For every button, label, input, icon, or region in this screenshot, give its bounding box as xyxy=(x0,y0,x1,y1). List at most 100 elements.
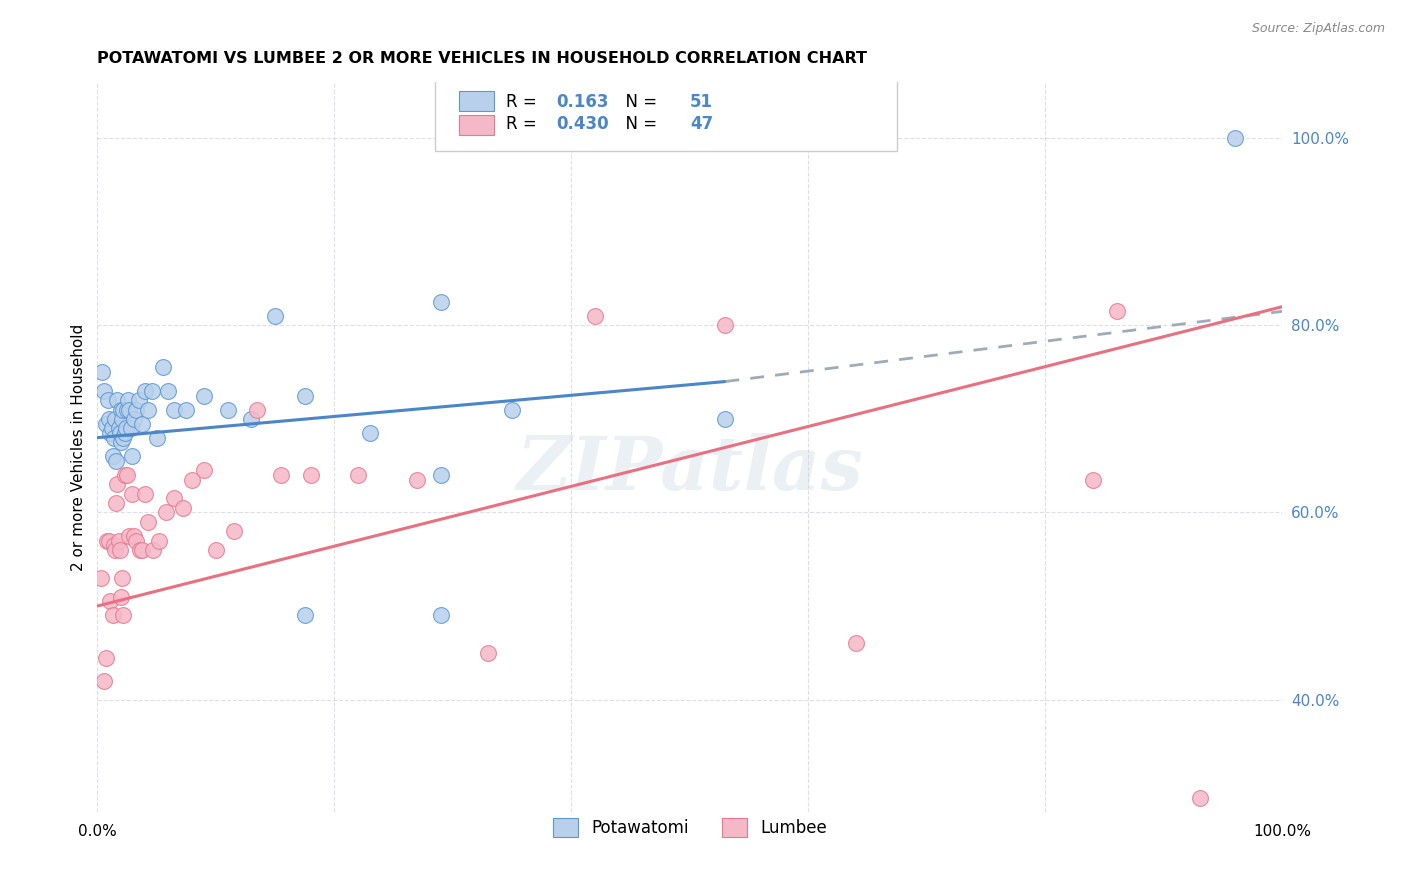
Point xyxy=(294,388,316,402)
Point xyxy=(118,402,141,417)
Point xyxy=(583,309,606,323)
Text: Source: ZipAtlas.com: Source: ZipAtlas.com xyxy=(1251,22,1385,36)
Point xyxy=(131,417,153,431)
Point xyxy=(714,318,737,333)
Point xyxy=(430,608,453,623)
Point xyxy=(163,491,186,506)
Point xyxy=(110,435,132,450)
Point xyxy=(107,393,129,408)
Point xyxy=(118,529,141,543)
Point xyxy=(121,487,143,501)
Point xyxy=(477,646,499,660)
Point xyxy=(108,542,131,557)
Point xyxy=(1188,790,1211,805)
Point xyxy=(104,542,127,557)
Point xyxy=(142,542,165,557)
Point xyxy=(163,402,186,417)
FancyBboxPatch shape xyxy=(458,91,495,112)
Text: 47: 47 xyxy=(690,115,713,133)
Text: 0.0%: 0.0% xyxy=(77,824,117,839)
Point xyxy=(94,650,117,665)
Point xyxy=(152,360,174,375)
Point xyxy=(406,473,429,487)
Point xyxy=(100,594,122,608)
Point xyxy=(98,412,121,426)
Point xyxy=(107,533,129,548)
Point xyxy=(100,421,122,435)
FancyBboxPatch shape xyxy=(458,115,495,136)
Text: 51: 51 xyxy=(690,93,713,111)
Text: R =: R = xyxy=(506,115,543,133)
Point xyxy=(430,295,453,310)
Point xyxy=(103,431,125,445)
Point xyxy=(121,450,143,464)
Point xyxy=(111,412,134,426)
Point xyxy=(120,421,142,435)
Point xyxy=(299,468,322,483)
Point xyxy=(136,515,159,529)
Point xyxy=(264,309,287,323)
Point xyxy=(1223,131,1246,145)
Point xyxy=(347,468,370,483)
Point xyxy=(103,538,125,552)
Point xyxy=(94,417,117,431)
Point xyxy=(107,421,129,435)
Text: 100.0%: 100.0% xyxy=(1254,824,1312,839)
Point xyxy=(108,425,131,440)
Point xyxy=(141,384,163,398)
Point xyxy=(104,412,127,426)
Point xyxy=(240,412,263,426)
Point xyxy=(1081,473,1104,487)
Point xyxy=(128,393,150,408)
Point xyxy=(134,384,156,398)
Point xyxy=(98,533,121,548)
Point xyxy=(114,425,136,440)
Point xyxy=(122,412,145,426)
Point xyxy=(112,431,135,445)
Point xyxy=(122,529,145,543)
Point xyxy=(101,608,124,623)
Point xyxy=(114,421,136,435)
Point xyxy=(1105,304,1128,318)
Point xyxy=(193,463,215,477)
Point xyxy=(845,636,868,650)
Text: N =: N = xyxy=(616,93,662,111)
Y-axis label: 2 or more Vehicles in Household: 2 or more Vehicles in Household xyxy=(72,324,86,571)
Point xyxy=(125,533,148,548)
Point xyxy=(93,384,115,398)
Legend: Potawatomi, Lumbee: Potawatomi, Lumbee xyxy=(546,812,834,844)
Point xyxy=(93,673,115,688)
Point xyxy=(129,542,152,557)
Point xyxy=(107,477,129,491)
Point xyxy=(101,450,124,464)
Point xyxy=(172,500,194,515)
Text: 0.163: 0.163 xyxy=(555,93,609,111)
Point xyxy=(136,402,159,417)
Point xyxy=(193,388,215,402)
Point xyxy=(148,533,170,548)
Point xyxy=(110,402,132,417)
Point xyxy=(714,412,737,426)
Point xyxy=(110,590,132,604)
Point xyxy=(91,365,114,379)
Point xyxy=(100,425,122,440)
Point xyxy=(96,533,118,548)
Point xyxy=(117,393,139,408)
Point xyxy=(90,571,112,585)
Point xyxy=(112,402,135,417)
Point xyxy=(157,384,180,398)
Text: POTAWATOMI VS LUMBEE 2 OR MORE VEHICLES IN HOUSEHOLD CORRELATION CHART: POTAWATOMI VS LUMBEE 2 OR MORE VEHICLES … xyxy=(97,51,868,66)
Text: N =: N = xyxy=(616,115,662,133)
Point xyxy=(125,402,148,417)
Point xyxy=(174,402,197,417)
Point xyxy=(112,608,135,623)
Point xyxy=(155,506,177,520)
Point xyxy=(430,468,453,483)
Text: R =: R = xyxy=(506,93,543,111)
Point xyxy=(181,473,204,487)
Point xyxy=(359,425,381,440)
Point xyxy=(131,542,153,557)
Point xyxy=(114,468,136,483)
Point xyxy=(134,487,156,501)
Text: ZIPatlas: ZIPatlas xyxy=(516,433,863,505)
